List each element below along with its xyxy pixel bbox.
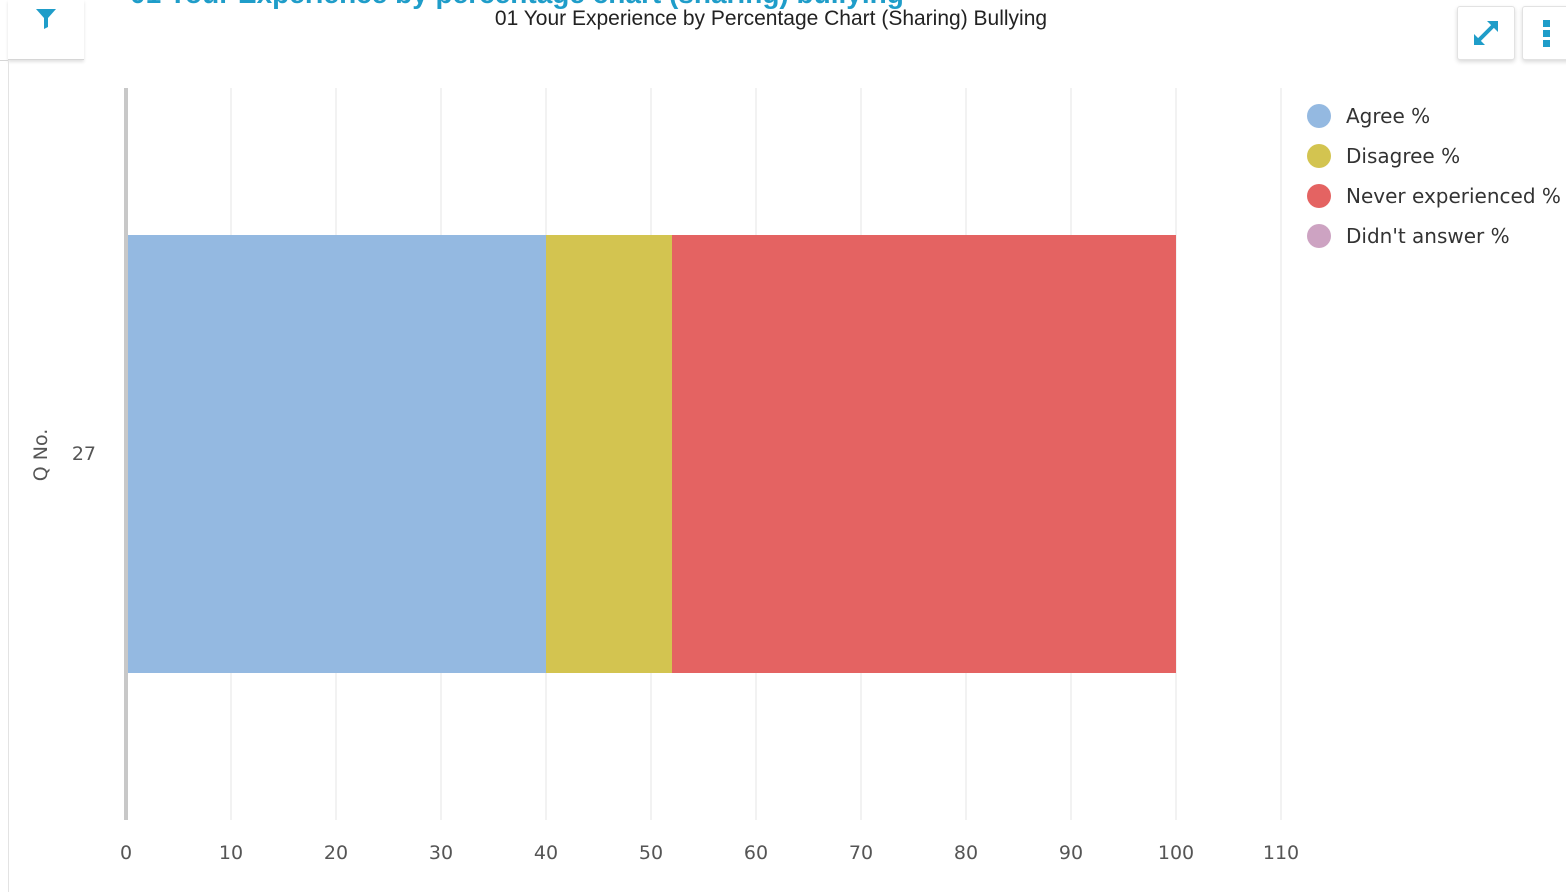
- expand-button[interactable]: [1457, 6, 1515, 60]
- x-tick-label: 110: [1263, 842, 1299, 864]
- expand-arrows-icon: [1474, 21, 1498, 45]
- bar-segment-agree[interactable]: [126, 235, 546, 673]
- x-tick-label: 70: [849, 842, 873, 864]
- x-axis-ticks: 0 10 20 30 40 50 60 70 80 90 100 110: [120, 842, 1299, 864]
- y-tick-label: 27: [72, 443, 96, 465]
- x-tick-label: 50: [639, 842, 663, 864]
- y-axis-ticks: 27: [72, 443, 96, 465]
- legend-label: Never experienced %: [1346, 184, 1561, 208]
- x-tick-label: 0: [120, 842, 132, 864]
- x-tick-label: 40: [534, 842, 558, 864]
- y-axis-title: Q No.: [30, 429, 52, 482]
- bar-segment-never-experienced[interactable]: [672, 235, 1176, 673]
- more-options-button[interactable]: [1522, 6, 1566, 60]
- kebab-menu-icon: [1543, 20, 1550, 47]
- legend: Agree % Disagree % Never experienced % Didn…: [1307, 96, 1561, 256]
- legend-label: Agree %: [1346, 104, 1431, 128]
- x-tick-label: 10: [219, 842, 243, 864]
- legend-marker: [1307, 144, 1331, 168]
- chart-title: 01 Your Experience by Percentage Chart (…: [494, 7, 1048, 30]
- page-heading: 01 Your Experience by percentage chart (…: [130, 0, 904, 10]
- legend-marker: [1307, 104, 1331, 128]
- filter-icon: [36, 9, 56, 29]
- legend-item[interactable]: Agree %: [1307, 96, 1561, 136]
- filter-button[interactable]: [8, 0, 84, 60]
- x-tick-label: 60: [744, 842, 768, 864]
- x-tick-label: 90: [1059, 842, 1083, 864]
- legend-marker: [1307, 184, 1331, 208]
- legend-item[interactable]: Never experienced %: [1307, 176, 1561, 216]
- legend-item[interactable]: Disagree %: [1307, 136, 1561, 176]
- header-divider: [0, 60, 8, 61]
- legend-marker: [1307, 224, 1331, 248]
- legend-item[interactable]: Didn't answer %: [1307, 216, 1561, 256]
- panel-left-border: [8, 60, 9, 892]
- x-tick-label: 80: [954, 842, 978, 864]
- x-tick-label: 30: [429, 842, 453, 864]
- x-tick-label: 100: [1158, 842, 1194, 864]
- x-tick-label: 20: [324, 842, 348, 864]
- legend-label: Didn't answer %: [1346, 224, 1510, 248]
- bar-group: [126, 235, 1176, 673]
- legend-label: Disagree %: [1346, 144, 1461, 168]
- bar-segment-disagree[interactable]: [546, 235, 672, 673]
